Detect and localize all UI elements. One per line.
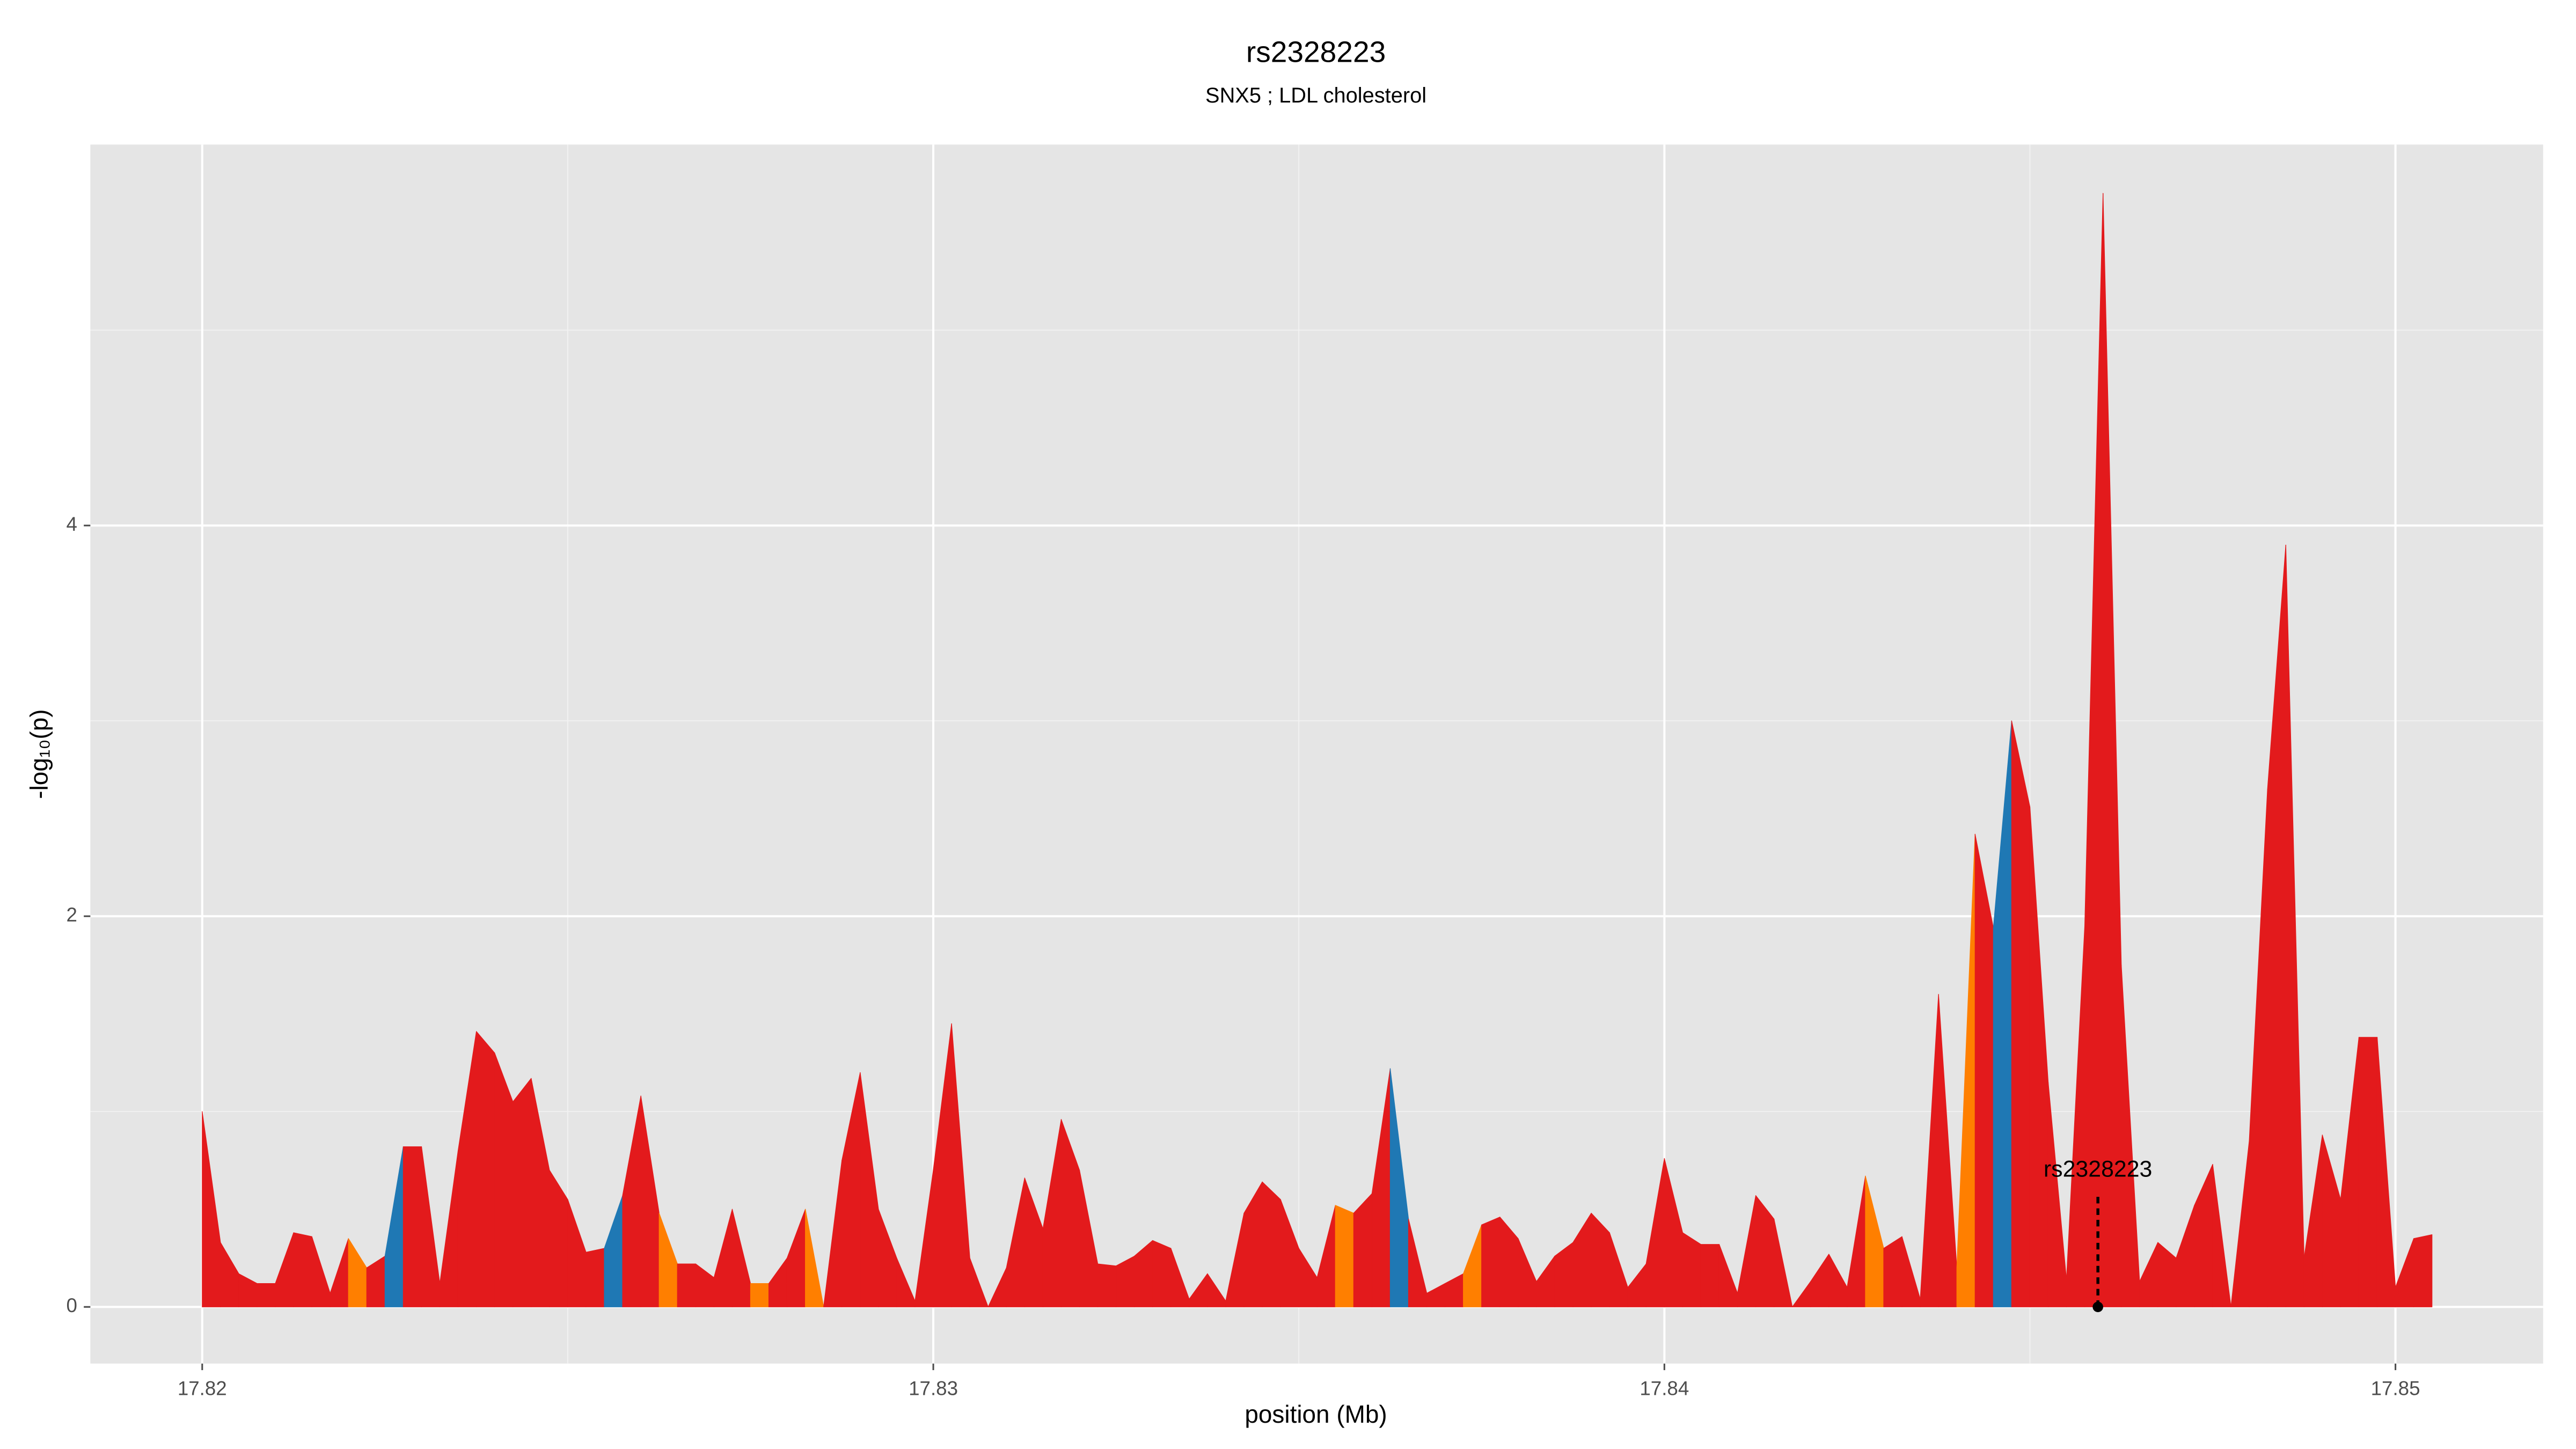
area-segment bbox=[513, 1078, 532, 1307]
area-segment bbox=[1700, 1244, 1720, 1307]
area-segment bbox=[805, 1209, 824, 1307]
x-tick-label: 17.84 bbox=[1640, 1377, 1689, 1399]
area-segment bbox=[750, 1283, 770, 1307]
area-segment bbox=[1883, 1236, 1902, 1307]
marks bbox=[202, 193, 2433, 1307]
area-segment bbox=[969, 1257, 989, 1307]
area-segment bbox=[476, 1031, 495, 1307]
area-segment bbox=[1353, 1193, 1373, 1307]
y-axis-title: -log₁₀(p) bbox=[25, 709, 53, 799]
y-tick-label: 4 bbox=[66, 513, 77, 535]
area-segment bbox=[1262, 1181, 1281, 1307]
area-segment bbox=[2413, 1234, 2433, 1307]
y-tick-label: 0 bbox=[66, 1294, 77, 1316]
area-segment bbox=[293, 1232, 312, 1307]
area-segment bbox=[2212, 1163, 2231, 1307]
area-segment bbox=[2011, 720, 2031, 1307]
area-segment bbox=[1335, 1205, 1354, 1307]
x-tick-label: 17.85 bbox=[2371, 1377, 2420, 1399]
area-segment bbox=[1152, 1240, 1172, 1307]
chart-title: rs2328223 bbox=[1246, 35, 1386, 69]
area-segment bbox=[586, 1248, 605, 1307]
annotation-label: rs2328223 bbox=[2044, 1156, 2152, 1182]
area-segment bbox=[1774, 1218, 1793, 1307]
area-segment bbox=[1097, 1263, 1117, 1307]
x-tick-label: 17.83 bbox=[909, 1377, 958, 1399]
area-segment bbox=[677, 1263, 696, 1307]
area-segment bbox=[257, 1283, 276, 1307]
annotation-point bbox=[2092, 1301, 2103, 1313]
x-tick-label: 17.82 bbox=[178, 1377, 227, 1399]
chart-subtitle: SNX5 ; LDL cholesterol bbox=[1205, 84, 1426, 107]
x-axis-title: position (Mb) bbox=[1245, 1400, 1387, 1428]
area-segment bbox=[402, 1146, 422, 1307]
area-segment bbox=[1682, 1232, 1702, 1307]
area-segment bbox=[2358, 1037, 2378, 1307]
area-segment bbox=[1481, 1217, 1501, 1307]
y-tick-label: 2 bbox=[66, 904, 77, 926]
